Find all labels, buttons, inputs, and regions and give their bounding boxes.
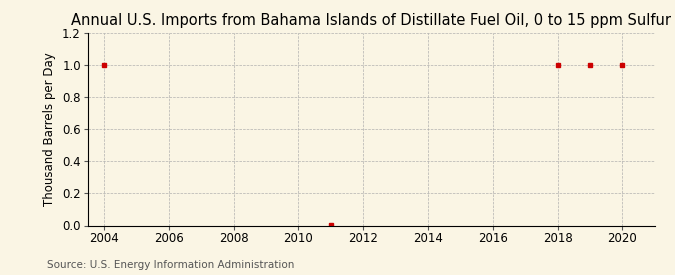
Y-axis label: Thousand Barrels per Day: Thousand Barrels per Day <box>43 52 57 206</box>
Title: Annual U.S. Imports from Bahama Islands of Distillate Fuel Oil, 0 to 15 ppm Sulf: Annual U.S. Imports from Bahama Islands … <box>72 13 671 28</box>
Text: Source: U.S. Energy Information Administration: Source: U.S. Energy Information Administ… <box>47 260 294 270</box>
